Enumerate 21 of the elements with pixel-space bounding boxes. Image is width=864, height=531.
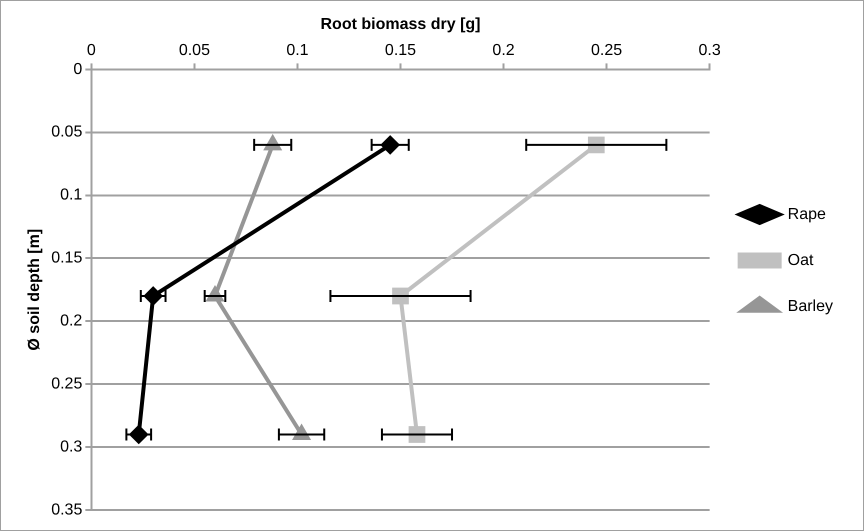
legend-label: Rape [788, 206, 826, 223]
legend-label: Oat [788, 252, 814, 269]
x-tick-label: 0.25 [591, 42, 622, 60]
x-tick-label: 0.05 [178, 42, 210, 60]
y-tick-label: 0.35 [51, 501, 82, 518]
y-tick-label: 0.3 [60, 438, 82, 456]
x-tick-label: 0.1 [286, 42, 309, 60]
y-tick-label: 0.1 [60, 186, 82, 204]
y-tick-label: 0.2 [60, 312, 82, 330]
x-tick-label: 0 [86, 42, 96, 60]
y-tick-label: 0.05 [51, 124, 82, 141]
x-tick-label: 0.15 [384, 42, 416, 60]
y-axis-title: Ø soil depth [m] [26, 228, 44, 351]
legend-label: Barley [788, 298, 834, 315]
x-tick-label: 0.3 [698, 42, 721, 60]
x-tick-label: 0.2 [492, 42, 515, 60]
y-tick-label: 0 [73, 60, 82, 78]
y-tick-label: 0.25 [51, 376, 82, 393]
y-tick-label: 0.15 [51, 250, 82, 267]
x-axis-title: Root biomass dry [g] [320, 16, 480, 34]
point [130, 425, 148, 444]
